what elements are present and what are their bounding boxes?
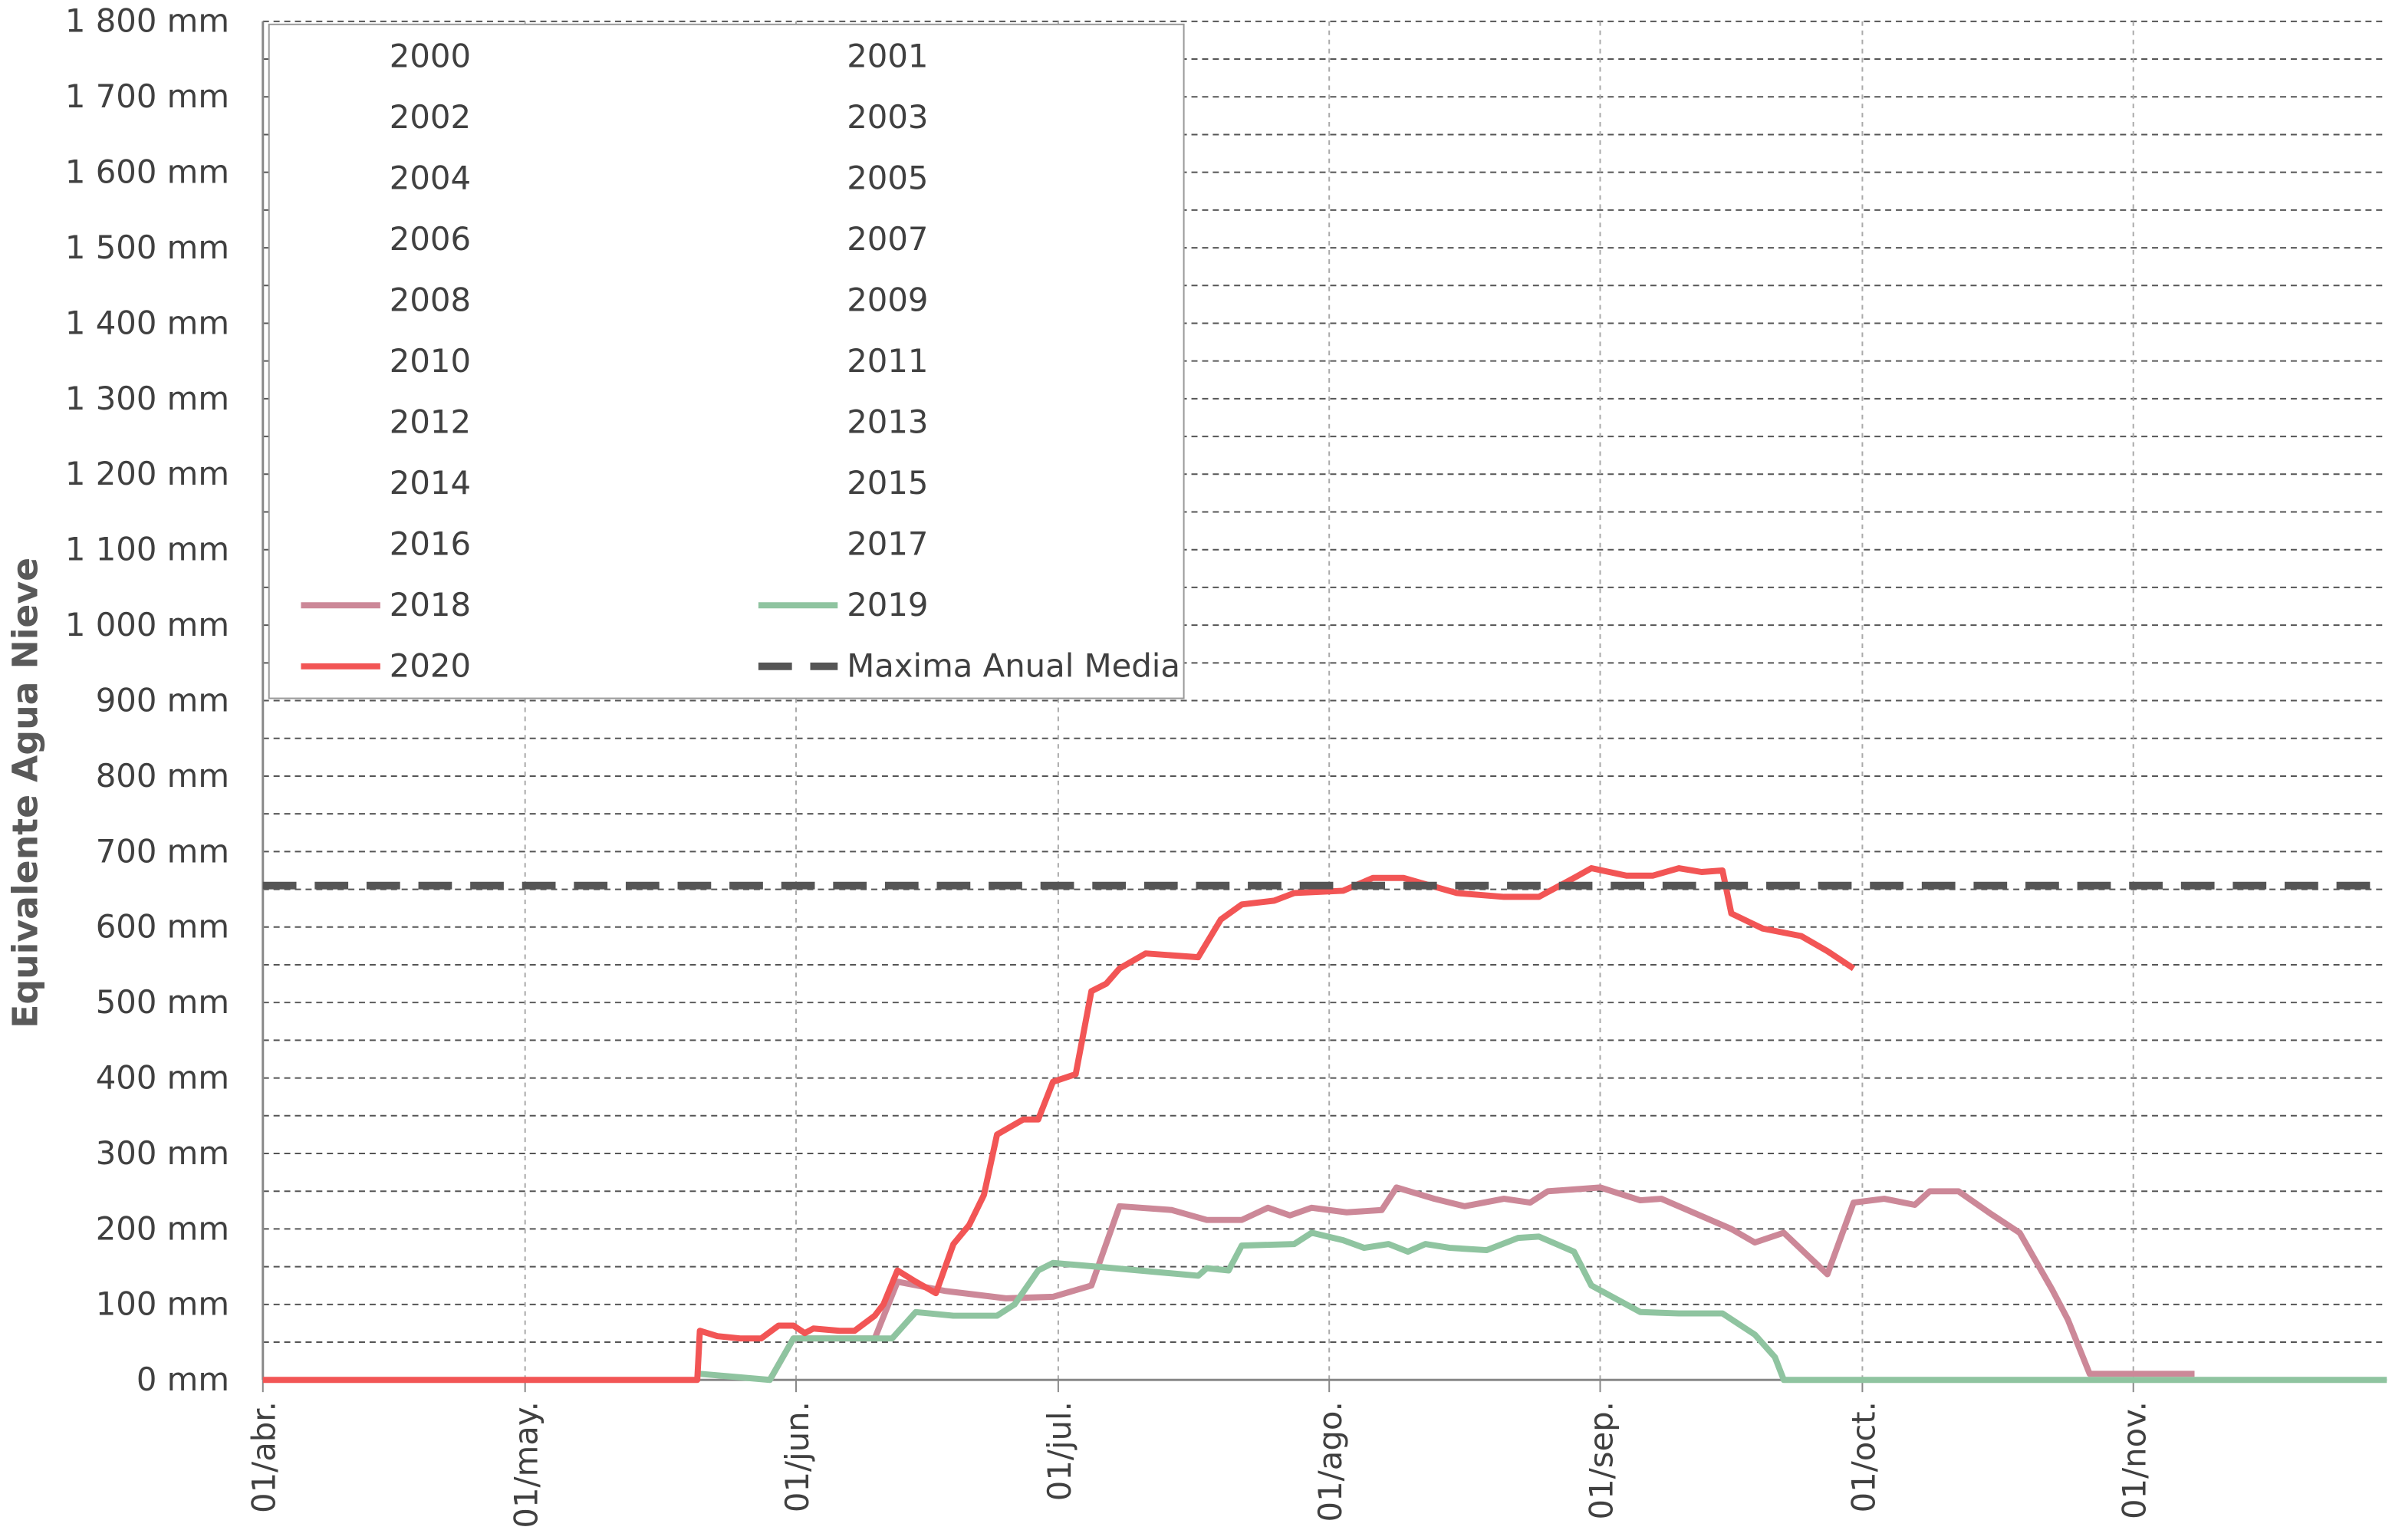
y-tick-label: 1 300 mm: [65, 380, 229, 417]
y-tick-label: 100 mm: [96, 1285, 229, 1323]
legend-label: 2007: [847, 220, 928, 258]
legend-label: 2019: [847, 586, 928, 624]
y-tick-label: 900 mm: [96, 681, 229, 719]
legend-label: 2013: [847, 403, 928, 441]
y-tick-label: 1 500 mm: [65, 229, 229, 266]
y-axis-label: Equivalente Agua Nieve: [5, 558, 46, 1028]
series-line: [767, 1184, 2195, 1382]
y-tick-label: 1 000 mm: [65, 606, 229, 643]
y-tick-label: 500 mm: [96, 983, 229, 1021]
legend-label: 2017: [847, 525, 928, 563]
y-tick-label: 1 600 mm: [65, 153, 229, 191]
y-tick-label: 600 mm: [96, 908, 229, 946]
y-tick-label: 800 mm: [96, 757, 229, 795]
y-tick-label: 1 400 mm: [65, 304, 229, 341]
legend-label: 2014: [390, 464, 471, 502]
x-tick-label: 01/jun.: [778, 1401, 816, 1512]
x-tick-label: 01/abr.: [245, 1401, 283, 1513]
x-tick-label: 01/may.: [508, 1401, 545, 1528]
legend-label: 2002: [390, 98, 471, 136]
series-line: [262, 865, 1856, 1384]
y-tick-label: 300 mm: [96, 1134, 229, 1172]
legend-label: 2000: [390, 37, 471, 74]
legend-label: 2018: [390, 586, 471, 624]
y-tick-label: 700 mm: [96, 832, 229, 870]
x-tick-label: 01/jul.: [1041, 1401, 1078, 1501]
legend-label: 2005: [847, 160, 928, 197]
legend-label: 2004: [390, 160, 471, 197]
legend-label: 2020: [390, 647, 471, 685]
y-tick-label: 200 mm: [96, 1209, 229, 1247]
legend-label: 2012: [390, 403, 471, 441]
x-tick-label: 01/sep.: [1582, 1401, 1620, 1519]
x-tick-label: 01/ago.: [1311, 1401, 1349, 1522]
legend-label: 2008: [390, 281, 471, 319]
legend-label: 2001: [847, 37, 928, 74]
legend-label: 2015: [847, 464, 928, 502]
legend-label: 2003: [847, 98, 928, 136]
x-tick-label: 01/oct.: [1844, 1401, 1882, 1512]
y-tick-label: 1 700 mm: [65, 77, 229, 115]
series-line: [699, 1229, 2387, 1384]
y-tick-label: 1 100 mm: [65, 531, 229, 568]
legend-label: 2009: [847, 281, 928, 319]
y-tick-label: 0 mm: [137, 1361, 229, 1398]
x-tick-label: 01/nov.: [2116, 1401, 2153, 1519]
legend-label: Maxima Anual Media: [847, 647, 1180, 685]
legend-label: 2010: [390, 342, 471, 380]
legend-label: 2006: [390, 220, 471, 258]
y-tick-label: 1 800 mm: [65, 2, 229, 40]
legend-label: 2016: [390, 525, 471, 563]
legend-label: 2011: [847, 342, 928, 380]
legend: 2000 2001 2002 2003 2004 2005 2006 2007 2008 2009…: [268, 23, 1185, 699]
y-tick-label: 1 200 mm: [65, 455, 229, 492]
y-tick-label: 400 mm: [96, 1059, 229, 1097]
legend-box: [268, 23, 1185, 699]
